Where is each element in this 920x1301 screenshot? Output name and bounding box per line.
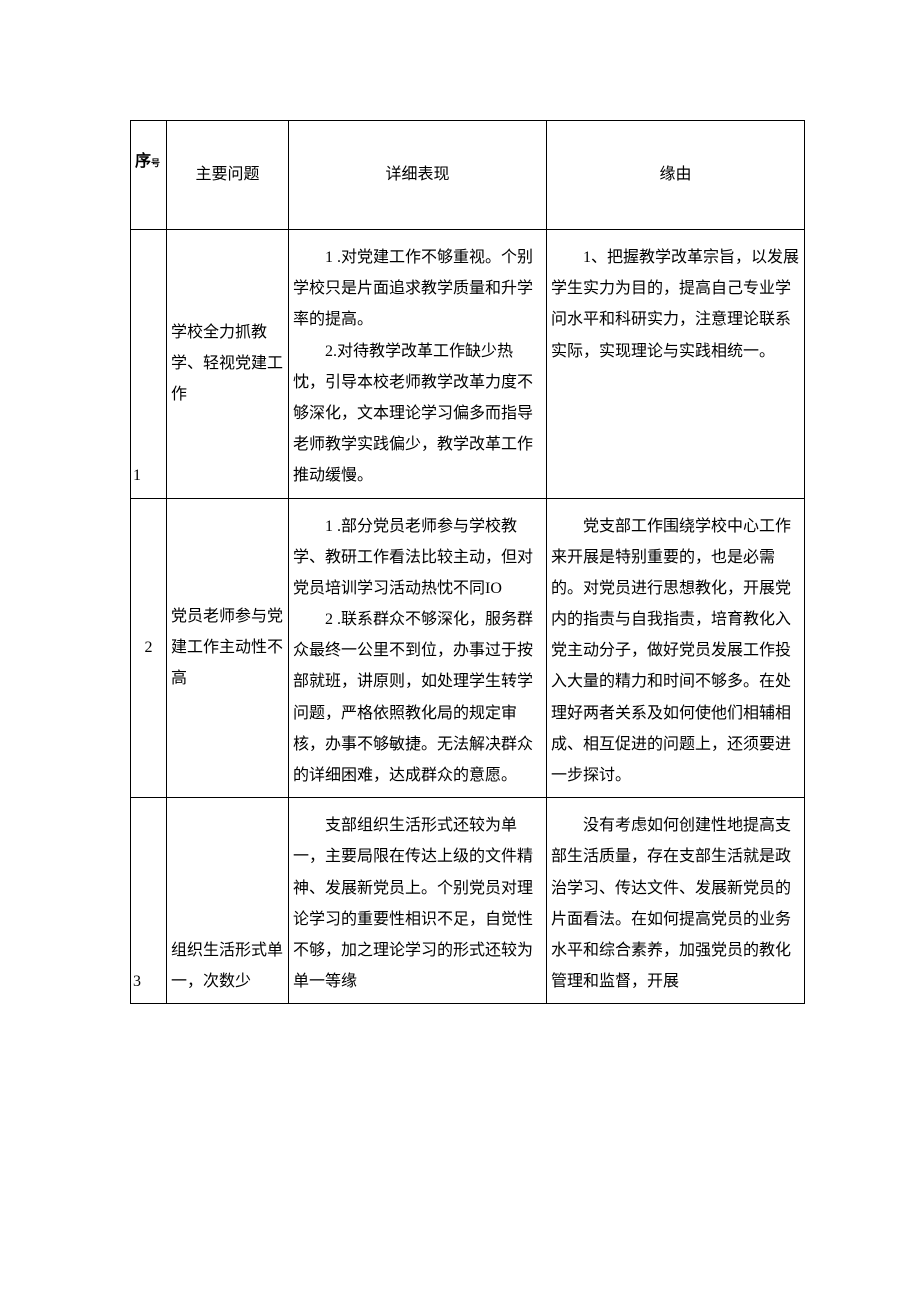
cell-reason: 1、把握教学改革宗旨，以发展学生实力为目的，提高自己专业学问水平和科研实力，注意… xyxy=(547,230,805,499)
detail-para-2: 2 .联系群众不够深化，服务群众最终一公里不到位，办事过于按部就班，讲原则，如处… xyxy=(293,604,542,791)
detail-para-1: 支部组织生活形式还较为单一，主要局限在传达上级的文件精神、发展新党员上。个别党员… xyxy=(293,810,542,997)
cell-detail: 支部组织生活形式还较为单一，主要局限在传达上级的文件精神、发展新党员上。个别党员… xyxy=(289,798,547,1004)
issue-text: 党员老师参与党建工作主动性不高 xyxy=(171,601,284,695)
reason-para: 1、把握教学改革宗旨，以发展学生实力为目的，提高自己专业学问水平和科研实力，注意… xyxy=(551,242,800,367)
cell-detail: 1 .对党建工作不够重视。个别学校只是片面追求教学质量和升学率的提高。 2.对待… xyxy=(289,230,547,499)
cell-issue: 组织生活形式单一，次数少 xyxy=(167,798,289,1004)
table-header-row: 序号 主要问题 详细表现 缘由 xyxy=(131,121,805,230)
col-header-issue: 主要问题 xyxy=(167,121,289,230)
table-row: 3 组织生活形式单一，次数少 支部组织生活形式还较为单一，主要局限在传达上级的文… xyxy=(131,798,805,1004)
table-row: 2 党员老师参与党建工作主动性不高 1 .部分党员老师参与学校教学、教研工作看法… xyxy=(131,498,805,798)
cell-reason: 没有考虑如何创建性地提高支部生活质量，存在支部生活就是政治学习、传达文件、发展新… xyxy=(547,798,805,1004)
cell-issue: 党员老师参与党建工作主动性不高 xyxy=(167,498,289,798)
cell-seq: 3 xyxy=(131,798,167,1004)
col-header-seq: 序号 xyxy=(131,121,167,230)
col-header-reason: 缘由 xyxy=(547,121,805,230)
cell-seq: 2 xyxy=(131,498,167,798)
reason-para: 党支部工作围绕学校中心工作来开展是特别重要的，也是必需的。对党员进行思想教化，开… xyxy=(551,511,800,792)
issues-table: 序号 主要问题 详细表现 缘由 1 学校全力抓教学、轻视党建工作 1 .对党建工… xyxy=(130,120,805,1004)
cell-reason: 党支部工作围绕学校中心工作来开展是特别重要的，也是必需的。对党员进行思想教化，开… xyxy=(547,498,805,798)
detail-para-2: 2.对待教学改革工作缺少热忱，引导本校老师教学改革力度不够深化，文本理论学习偏多… xyxy=(293,336,542,492)
issue-text: 学校全力抓教学、轻视党建工作 xyxy=(171,317,284,411)
reason-para: 没有考虑如何创建性地提高支部生活质量，存在支部生活就是政治学习、传达文件、发展新… xyxy=(551,810,800,997)
detail-para-1: 1 .部分党员老师参与学校教学、教研工作看法比较主动，但对党员培训学习活动热忱不… xyxy=(293,511,542,605)
col-header-seq-label: 序 xyxy=(135,153,151,170)
col-header-seq-sub: 号 xyxy=(151,159,160,168)
table-row: 1 学校全力抓教学、轻视党建工作 1 .对党建工作不够重视。个别学校只是片面追求… xyxy=(131,230,805,499)
cell-seq: 1 xyxy=(131,230,167,499)
detail-para-1: 1 .对党建工作不够重视。个别学校只是片面追求教学质量和升学率的提高。 xyxy=(293,242,542,336)
cell-detail: 1 .部分党员老师参与学校教学、教研工作看法比较主动，但对党员培训学习活动热忱不… xyxy=(289,498,547,798)
document-page: 序号 主要问题 详细表现 缘由 1 学校全力抓教学、轻视党建工作 1 .对党建工… xyxy=(0,0,920,1044)
col-header-detail: 详细表现 xyxy=(289,121,547,230)
issue-text: 组织生活形式单一，次数少 xyxy=(171,935,284,997)
cell-issue: 学校全力抓教学、轻视党建工作 xyxy=(167,230,289,499)
